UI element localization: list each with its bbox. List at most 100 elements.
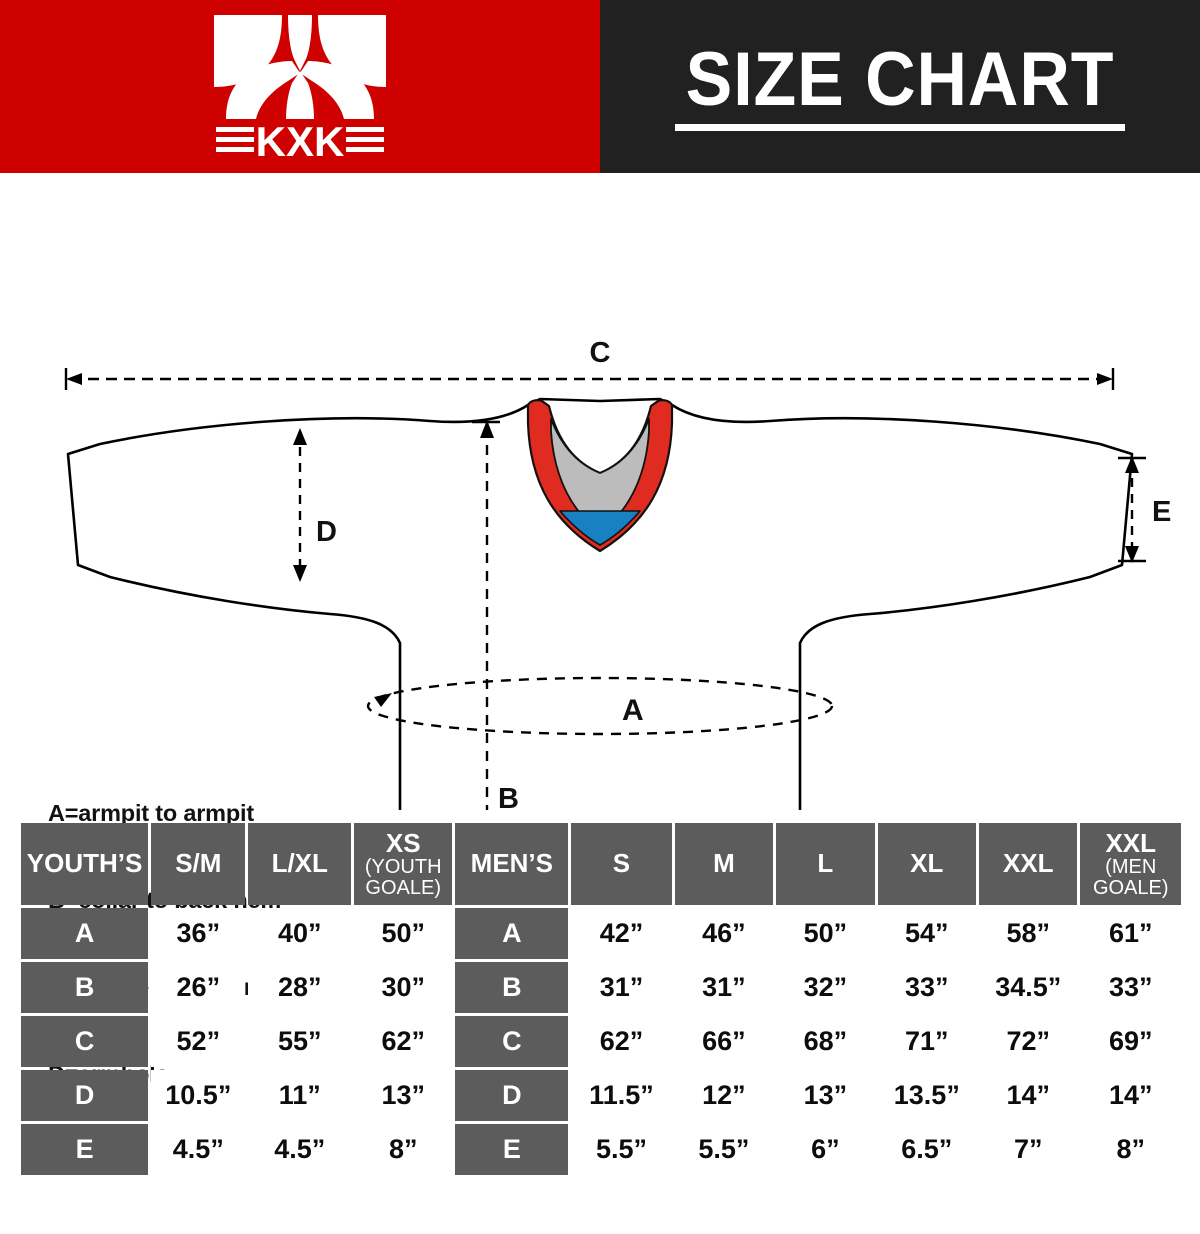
header-men-xl: XL <box>877 823 977 905</box>
row-label-men-c: C <box>455 1016 569 1067</box>
cell-men-s-e: 5.5” <box>571 1124 672 1175</box>
header-men-xxl: XXL <box>979 823 1078 905</box>
cell-youth-lxl-d: 11” <box>248 1070 351 1121</box>
cell-men-xxl-c: 72” <box>979 1016 1078 1067</box>
table-row: A 36” 40” 50” A 42” 46” 50” 54” 58” 61” <box>21 908 1181 959</box>
header-youth-lxl: L/XL <box>248 823 351 905</box>
header-men-m-label: M <box>713 848 735 879</box>
cell-men-l-b: 32” <box>776 962 875 1013</box>
size-table-wrapper: YOUTH’S S/M L/XL XS (YOUTH GOALE) MEN’S … <box>18 820 1184 1178</box>
row-label-youth-d: D <box>21 1070 149 1121</box>
header-mens-label: MEN’S <box>470 848 553 879</box>
cell-youth-sm-b: 26” <box>151 962 246 1013</box>
cell-men-m-b: 31” <box>674 962 774 1013</box>
header-youths: YOUTH’S <box>21 823 149 905</box>
jersey-diagram: D E B A C A=armpit to armpit B=co <box>0 173 1200 1174</box>
page-title: SIZE CHART <box>685 37 1115 122</box>
dimension-line-c <box>64 368 1115 390</box>
table-row: D 10.5” 11” 13” D 11.5” 12” 13” 13.5” 14… <box>21 1070 1181 1121</box>
cell-youth-sm-d: 10.5” <box>151 1070 246 1121</box>
header-men-s-label: S <box>612 848 631 879</box>
cell-youth-xs-c: 62” <box>354 1016 453 1067</box>
header-men-s: S <box>571 823 672 905</box>
row-label-men-b: B <box>455 962 569 1013</box>
row-label-men-a: A <box>455 908 569 959</box>
table-row: C 52” 55” 62” C 62” 66” 68” 71” 72” 69” <box>21 1016 1181 1067</box>
cell-men-xl-e: 6.5” <box>877 1124 977 1175</box>
dimension-line-b <box>472 420 500 810</box>
table-header-row: YOUTH’S S/M L/XL XS (YOUTH GOALE) MEN’S … <box>21 823 1181 905</box>
row-label-youth-c: C <box>21 1016 149 1067</box>
cell-men-m-d: 12” <box>674 1070 774 1121</box>
cell-youth-sm-e: 4.5” <box>151 1124 246 1175</box>
cell-men-xxl-goalie-d: 14” <box>1080 1070 1181 1121</box>
kxk-logo-icon: KXK <box>212 10 388 165</box>
header-men-xxl-goalie: XXL (MEN GOALE) <box>1080 823 1181 905</box>
table-row: E 4.5” 4.5” 8” E 5.5” 5.5” 6” 6.5” 7” 8” <box>21 1124 1181 1175</box>
header-men-l: L <box>776 823 875 905</box>
cell-men-l-c: 68” <box>776 1016 875 1067</box>
cell-men-xxl-goalie-c: 69” <box>1080 1016 1181 1067</box>
header-men-l-label: L <box>817 848 834 879</box>
row-label-men-e: E <box>455 1124 569 1175</box>
header-youth-sm: S/M <box>151 823 246 905</box>
dimension-ellipse-a <box>366 676 834 736</box>
header-men-xxl-goalie-sub: (MEN GOALE) <box>1092 856 1169 899</box>
cell-men-xxl-goalie-e: 8” <box>1080 1124 1181 1175</box>
header-men-xxl-goalie-label: XXL <box>1105 827 1157 858</box>
header-youth-xs-label: XS <box>385 827 421 858</box>
cell-men-xxl-b: 34.5” <box>979 962 1078 1013</box>
dimension-line-d <box>293 428 307 582</box>
header-youth-sm-label: S/M <box>175 848 222 879</box>
cell-men-xl-d: 13.5” <box>877 1070 977 1121</box>
header-youths-label: YOUTH’S <box>26 848 143 879</box>
dimension-label-c: C <box>590 337 611 369</box>
row-label-youth-e: E <box>21 1124 149 1175</box>
cell-youth-lxl-a: 40” <box>248 908 351 959</box>
title-panel: SIZE CHART <box>600 0 1200 173</box>
cell-youth-xs-b: 30” <box>354 962 453 1013</box>
cell-men-l-e: 6” <box>776 1124 875 1175</box>
cell-men-m-e: 5.5” <box>674 1124 774 1175</box>
cell-youth-xs-a: 50” <box>354 908 453 959</box>
collar-inner <box>550 418 650 534</box>
table-row: B 26” 28” 30” B 31” 31” 32” 33” 34.5” 33… <box>21 962 1181 1013</box>
dimension-label-b: B <box>498 783 519 810</box>
header-youth-xs-goalie: XS (YOUTH GOALE) <box>354 823 453 905</box>
header-mens: MEN’S <box>455 823 569 905</box>
cell-men-xl-c: 71” <box>877 1016 977 1067</box>
cell-men-s-d: 11.5” <box>571 1070 672 1121</box>
dimension-label-a: A <box>622 694 644 727</box>
row-label-youth-b: B <box>21 962 149 1013</box>
cell-men-m-c: 66” <box>674 1016 774 1067</box>
jersey-collar <box>526 399 674 553</box>
cell-youth-lxl-e: 4.5” <box>248 1124 351 1175</box>
cell-youth-lxl-c: 55” <box>248 1016 351 1067</box>
cell-men-s-b: 31” <box>571 962 672 1013</box>
cell-men-l-d: 13” <box>776 1070 875 1121</box>
header-youth-xs-sub: (YOUTH GOALE) <box>364 856 442 899</box>
row-label-youth-a: A <box>21 908 149 959</box>
cell-youth-lxl-b: 28” <box>248 962 351 1013</box>
size-table: YOUTH’S S/M L/XL XS (YOUTH GOALE) MEN’S … <box>18 820 1184 1178</box>
cell-youth-xs-d: 13” <box>354 1070 453 1121</box>
cell-men-s-a: 42” <box>571 908 672 959</box>
cell-men-xl-a: 54” <box>877 908 977 959</box>
cell-youth-sm-c: 52” <box>151 1016 246 1067</box>
cell-men-s-c: 62” <box>571 1016 672 1067</box>
cell-youth-sm-a: 36” <box>151 908 246 959</box>
brand-panel: KXK <box>0 0 600 173</box>
title-underline <box>675 124 1125 131</box>
legend-line-a: A=armpit to armpit <box>48 800 254 826</box>
cell-men-m-a: 46” <box>674 908 774 959</box>
row-label-men-d: D <box>455 1070 569 1121</box>
cell-men-xxl-goalie-a: 61” <box>1080 908 1181 959</box>
cell-men-xxl-e: 7” <box>979 1124 1078 1175</box>
kxk-wordmark: KXK <box>256 118 345 163</box>
collar-accent <box>559 510 641 546</box>
page-header: KXK SIZE CHART <box>0 0 1200 173</box>
dimension-label-d: D <box>316 516 337 548</box>
cell-men-xl-b: 33” <box>877 962 977 1013</box>
header-men-xl-label: XL <box>910 848 944 879</box>
cell-men-l-a: 50” <box>776 908 875 959</box>
